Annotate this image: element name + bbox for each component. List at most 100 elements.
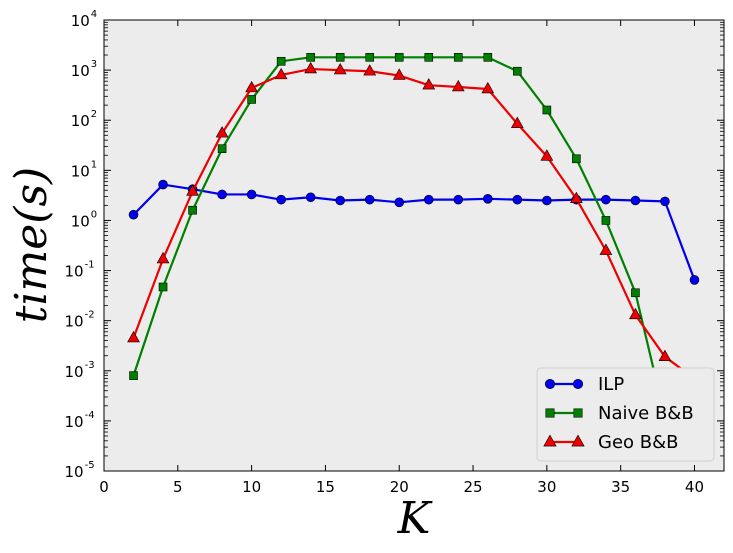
y-tick-label-base: 10 bbox=[65, 263, 84, 281]
data-point bbox=[423, 194, 434, 205]
data-point bbox=[629, 307, 642, 320]
data-point bbox=[630, 195, 641, 206]
data-point bbox=[156, 251, 170, 264]
x-tick-label: 10 bbox=[242, 478, 261, 496]
legend-label: Naive B&B bbox=[598, 403, 694, 424]
y-tick-label-exponent: -5 bbox=[85, 460, 95, 471]
data-point bbox=[542, 105, 552, 115]
legend-marker bbox=[573, 408, 583, 418]
legend-label: ILP bbox=[598, 374, 624, 395]
y-tick-label-base: 10 bbox=[71, 12, 90, 30]
y-tick-label-base: 10 bbox=[65, 313, 84, 331]
y-tick-label-base: 10 bbox=[65, 463, 84, 481]
data-point bbox=[364, 194, 375, 205]
legend-items: ILP Naive B&B Geo B&B bbox=[543, 374, 694, 453]
legend-marker bbox=[543, 434, 557, 447]
data-point bbox=[394, 53, 404, 62]
data-point bbox=[276, 194, 286, 205]
legend: ILP Naive B&B Geo B&B bbox=[536, 367, 715, 462]
legend-marker bbox=[572, 378, 584, 390]
data-point bbox=[276, 56, 286, 66]
data-point bbox=[453, 194, 464, 205]
data-point bbox=[128, 209, 139, 220]
data-point bbox=[481, 81, 495, 94]
data-point bbox=[601, 216, 611, 225]
y-tick-label-base: 10 bbox=[71, 212, 90, 230]
series-geo-b-b bbox=[127, 61, 701, 383]
y-tick-label-exponent: 4 bbox=[91, 9, 97, 20]
data-point bbox=[186, 184, 199, 196]
data-point bbox=[513, 66, 522, 76]
data-point bbox=[127, 330, 140, 343]
data-point bbox=[392, 68, 406, 80]
y-tick-label-base: 10 bbox=[71, 62, 90, 80]
data-point bbox=[365, 53, 375, 62]
legend-item: Geo B&B bbox=[543, 432, 679, 453]
data-point bbox=[333, 62, 347, 75]
y-axis-label: time(s) bbox=[6, 167, 57, 323]
data-point bbox=[394, 197, 405, 208]
x-tick-label: 5 bbox=[173, 478, 183, 496]
legend-box bbox=[536, 367, 715, 462]
series-line bbox=[132, 183, 696, 281]
y-tick-label-exponent: -1 bbox=[85, 260, 95, 271]
y-tick-label-exponent: -2 bbox=[85, 310, 95, 321]
data-point bbox=[572, 154, 581, 164]
y-tick-label-exponent: 1 bbox=[91, 159, 97, 170]
data-point bbox=[217, 144, 227, 154]
y-tick-label-base: 10 bbox=[65, 363, 84, 381]
data-point bbox=[483, 194, 493, 204]
y-tick-label-exponent: 0 bbox=[91, 209, 97, 220]
data-point bbox=[631, 288, 640, 298]
x-axis-label: K bbox=[397, 493, 433, 544]
data-point bbox=[689, 275, 700, 285]
x-axis-ticks: 0 5 10 15 20 25 30 35 40 bbox=[99, 20, 704, 496]
y-tick-label-exponent: 2 bbox=[91, 109, 97, 120]
series-line bbox=[132, 67, 696, 380]
data-point bbox=[483, 53, 493, 62]
y-tick-label-base: 10 bbox=[65, 413, 84, 431]
data-point bbox=[305, 192, 316, 203]
data-point bbox=[246, 189, 257, 200]
x-tick-label: 25 bbox=[464, 478, 483, 496]
data-point bbox=[158, 282, 168, 292]
legend-label: Geo B&B bbox=[598, 432, 679, 453]
data-point bbox=[245, 80, 258, 93]
x-tick-label: 0 bbox=[99, 478, 109, 496]
data-point bbox=[424, 53, 434, 62]
data-point bbox=[453, 53, 463, 62]
plot-frame bbox=[103, 19, 725, 472]
data-point bbox=[601, 194, 611, 205]
data-point bbox=[215, 126, 229, 138]
legend-item: ILP bbox=[544, 374, 624, 395]
data-point bbox=[247, 95, 256, 104]
data-point bbox=[217, 189, 227, 200]
data-point bbox=[451, 79, 465, 92]
data-point bbox=[335, 195, 345, 206]
data-point bbox=[158, 179, 168, 190]
series-layer bbox=[127, 53, 701, 422]
x-tick-label: 35 bbox=[611, 478, 630, 496]
legend-item: Naive B&B bbox=[545, 403, 694, 424]
y-tick-label-exponent: 3 bbox=[91, 59, 97, 70]
data-point bbox=[540, 149, 554, 161]
y-tick-label-base: 10 bbox=[71, 162, 90, 180]
data-point bbox=[512, 194, 523, 205]
data-point bbox=[599, 243, 613, 255]
legend-marker bbox=[571, 434, 585, 447]
data-point bbox=[570, 191, 583, 204]
x-tick-label: 30 bbox=[537, 478, 556, 496]
x-tick-label: 15 bbox=[316, 478, 335, 496]
data-point bbox=[660, 196, 670, 207]
data-point bbox=[335, 53, 345, 62]
data-point bbox=[274, 67, 288, 80]
legend-marker bbox=[544, 378, 556, 390]
x-tick-label: 20 bbox=[390, 478, 409, 496]
y-tick-label-exponent: -3 bbox=[85, 360, 95, 371]
data-point bbox=[422, 78, 436, 90]
y-tick-label-base: 10 bbox=[71, 112, 90, 130]
data-point bbox=[304, 61, 318, 74]
x-tick-label: 40 bbox=[685, 478, 704, 496]
